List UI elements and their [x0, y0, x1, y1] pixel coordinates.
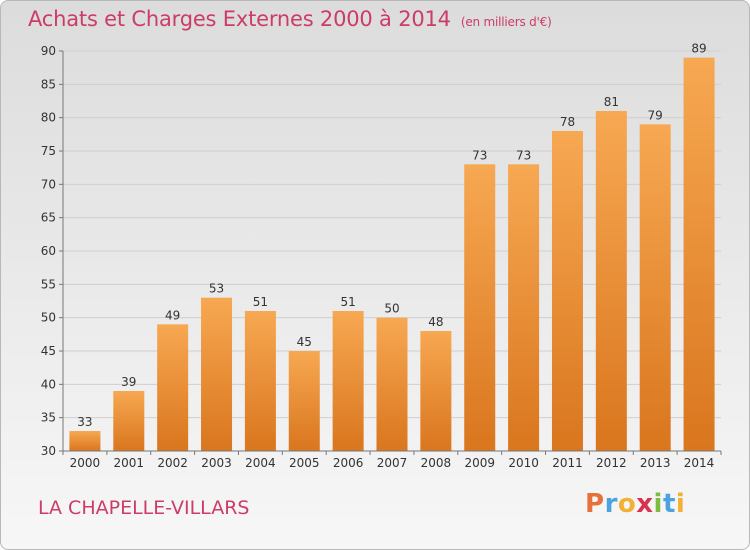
value-label-2005: 45: [297, 335, 312, 349]
value-label-2013: 79: [648, 108, 663, 122]
chart-unit-note: (en milliers d'€): [460, 15, 552, 29]
logo-letter: i: [653, 489, 663, 519]
value-label-2001: 39: [121, 375, 136, 389]
bar-2000[interactable]: [69, 431, 101, 451]
logo-letter: r: [604, 489, 618, 519]
y-tick-label-60: 60: [41, 244, 56, 258]
x-tick-label-2003: 2003: [201, 456, 232, 470]
value-label-2010: 73: [516, 148, 531, 162]
bar-2014[interactable]: [683, 57, 715, 452]
logo-letter: i: [675, 489, 686, 519]
value-label-2014: 89: [691, 42, 706, 56]
x-tick-label-2000: 2000: [70, 456, 101, 470]
logo-letter: P: [585, 489, 605, 519]
bar-2007[interactable]: [376, 317, 408, 451]
x-tick-label-2012: 2012: [596, 456, 627, 470]
x-tick-label-2008: 2008: [421, 456, 452, 470]
x-tick-label-2013: 2013: [640, 456, 671, 470]
bar-2001[interactable]: [113, 391, 145, 451]
value-label-2012: 81: [604, 95, 619, 109]
y-tick-label-40: 40: [41, 377, 56, 391]
logo-letter: x: [636, 489, 654, 519]
x-tick-label-2009: 2009: [464, 456, 495, 470]
bar-2006[interactable]: [332, 311, 364, 451]
x-tick-label-2010: 2010: [508, 456, 539, 470]
y-tick-label-75: 75: [41, 144, 56, 158]
x-tick-label-2004: 2004: [245, 456, 276, 470]
bar-2013[interactable]: [639, 124, 671, 451]
bar-2011[interactable]: [551, 131, 583, 451]
y-tick-label-35: 35: [41, 411, 56, 425]
value-label-2006: 51: [340, 295, 355, 309]
logo-letter: t: [662, 489, 676, 519]
x-tick-label-2005: 2005: [289, 456, 320, 470]
x-tick-label-2007: 2007: [377, 456, 408, 470]
bar-2008[interactable]: [420, 331, 452, 451]
y-tick-label-55: 55: [41, 277, 56, 291]
bar-2010[interactable]: [508, 164, 540, 452]
x-tick-label-2014: 2014: [684, 456, 715, 470]
value-label-2004: 51: [253, 295, 268, 309]
value-label-2008: 48: [428, 315, 443, 329]
y-tick-label-30: 30: [41, 444, 56, 458]
chart-title-text: Achats et Charges Externes 2000 à 2014: [28, 7, 451, 31]
y-tick-label-90: 90: [41, 44, 56, 58]
value-label-2007: 50: [384, 302, 399, 316]
axis-layer: [59, 50, 722, 455]
y-tick-label-80: 80: [41, 111, 56, 125]
y-tick-label-50: 50: [41, 311, 56, 325]
place-name: LA CHAPELLE-VILLARS: [38, 497, 250, 519]
y-tick-label-45: 45: [41, 344, 56, 358]
y-tick-label-65: 65: [41, 211, 56, 225]
proxiti-logo[interactable]: Proxiti: [585, 489, 685, 519]
value-label-2011: 78: [560, 115, 575, 129]
bar-2004[interactable]: [244, 311, 276, 451]
x-tick-label-2001: 2001: [114, 456, 145, 470]
value-label-2009: 73: [472, 148, 487, 162]
x-tick-label-2006: 2006: [333, 456, 364, 470]
value-label-2003: 53: [209, 282, 224, 296]
value-label-2000: 33: [77, 415, 92, 429]
bar-2009[interactable]: [464, 164, 496, 452]
value-label-2002: 49: [165, 308, 180, 322]
bars-layer: [69, 57, 715, 452]
bar-2002[interactable]: [157, 324, 189, 451]
bar-2005[interactable]: [288, 351, 320, 451]
labels-layer: 30 35 40 45 50 55 60 65 70 75 80 85 90 33 2000 39 2001 49…: [41, 42, 715, 470]
x-tick-label-2011: 2011: [552, 456, 583, 470]
x-tick-label-2002: 2002: [157, 456, 188, 470]
chart-title: Achats et Charges Externes 2000 à 2014 (e…: [28, 7, 552, 31]
logo-letter: o: [617, 489, 637, 519]
bar-2003[interactable]: [201, 297, 233, 451]
bar-2012[interactable]: [595, 111, 627, 451]
y-tick-label-85: 85: [41, 77, 56, 91]
y-tick-label-70: 70: [41, 177, 56, 191]
